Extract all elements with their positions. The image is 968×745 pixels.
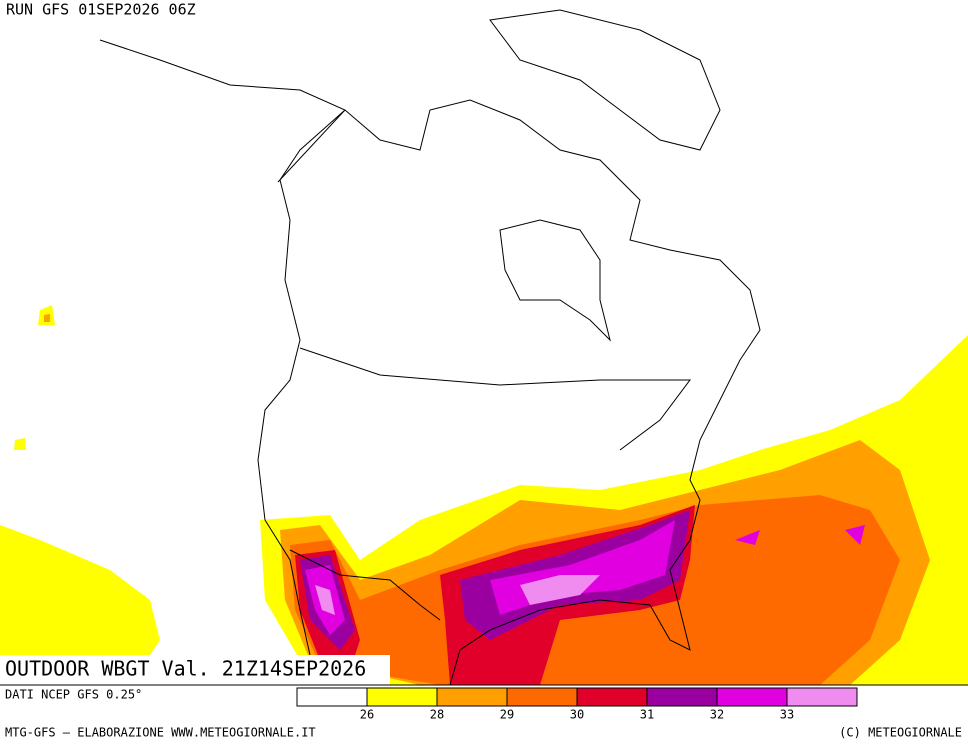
coastlines — [99, 9, 761, 686]
border — [277, 109, 691, 621]
footer-left: MTG-GFS — ELABORAZIONE WWW.METEOGIORNALE… — [5, 726, 316, 740]
legend-swatch — [506, 687, 578, 707]
legend-label: 28 — [430, 708, 444, 722]
legend: 26 28 29 30 31 32 33 — [296, 687, 858, 722]
source-label: DATI NCEP GFS 0.25° — [5, 688, 142, 702]
legend-label: 33 — [780, 708, 794, 722]
legend-label: 32 — [710, 708, 724, 722]
legend-swatch — [576, 687, 648, 707]
legend-swatch — [716, 687, 788, 707]
legend-swatch — [646, 687, 718, 707]
map-title: OUTDOOR WBGT Val. 21Z14SEP2026 — [5, 657, 366, 681]
legend-label: 30 — [570, 708, 584, 722]
coastline — [499, 219, 611, 342]
legend-swatch — [296, 687, 368, 707]
coastline — [99, 39, 761, 686]
heat-area — [315, 575, 600, 615]
legend-label: 31 — [640, 708, 654, 722]
legend-swatch — [786, 687, 858, 707]
heat-area — [14, 305, 55, 450]
heat-area — [44, 314, 50, 322]
legend-label: 29 — [500, 708, 514, 722]
heat-map — [0, 305, 968, 685]
footer-right: (C) METEOGIORNALE — [839, 726, 962, 740]
heat-area — [0, 525, 160, 685]
legend-label: 26 — [360, 708, 374, 722]
legend-swatch — [436, 687, 508, 707]
title-box — [0, 655, 390, 685]
legend-swatch — [366, 687, 438, 707]
coastline — [489, 9, 721, 151]
run-label: RUN GFS 01SEP2026 06Z — [6, 1, 196, 19]
